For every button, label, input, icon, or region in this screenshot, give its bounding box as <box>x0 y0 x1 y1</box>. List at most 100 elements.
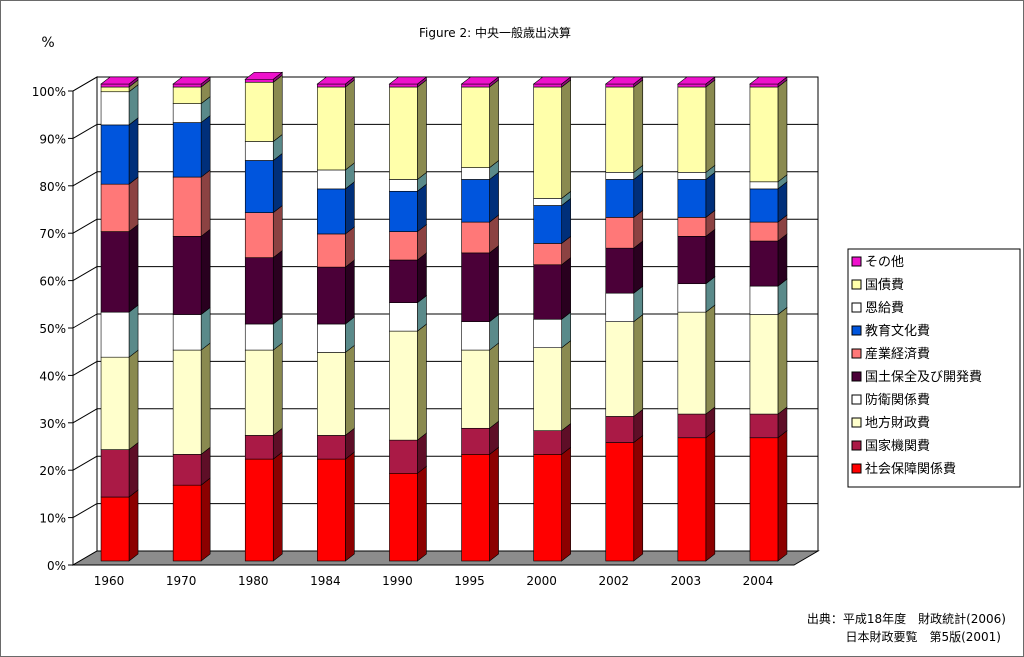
bar-segment <box>100 496 130 562</box>
bar-segment <box>244 435 274 460</box>
bar-cap <box>749 83 779 88</box>
bar-side <box>561 257 571 320</box>
bars <box>100 71 788 562</box>
bar-segment <box>389 179 418 192</box>
bar-segment <box>461 427 490 455</box>
bar-segment <box>605 416 635 443</box>
bar-side <box>345 79 355 171</box>
x-tick-labels: 1960 1970 1980 1984 1990 1995 2000 2002 2003 2004 <box>94 574 773 588</box>
bar-segment <box>605 86 635 173</box>
bar-side <box>705 228 716 285</box>
bar-stack-1990 <box>388 76 428 562</box>
bar-side <box>345 259 355 325</box>
y-tick-label: 80% <box>39 180 66 194</box>
bar-segment <box>461 86 490 168</box>
bar-segment <box>100 449 130 498</box>
bar-side <box>777 430 788 562</box>
bar-segment <box>389 473 418 562</box>
bar-top <box>676 76 716 85</box>
bar-segment <box>605 172 635 180</box>
bar-stack-2004 <box>749 76 788 562</box>
legend-box <box>847 248 1021 488</box>
bar-stack-2002 <box>604 76 644 562</box>
bar-segment <box>533 430 562 455</box>
x-tick-label: 2003 <box>671 574 702 588</box>
bar-segment <box>461 252 490 322</box>
legend-swatch <box>851 302 862 313</box>
legend: その他国債費恩給費教育文化費産業経済費国土保全及び開発費防衛関係費地方財政費国家… <box>847 248 1021 488</box>
bar-side <box>272 342 283 437</box>
bar-side <box>200 342 211 455</box>
bar-segment <box>533 205 562 244</box>
bar-side <box>200 169 211 237</box>
bar-segment <box>605 442 635 562</box>
legend-swatch <box>851 417 862 428</box>
x-tick-label: 1960 <box>94 574 125 588</box>
bar-segment <box>533 454 562 562</box>
bar-segment <box>100 311 130 358</box>
legend-label: 教育文化費 <box>865 323 930 339</box>
bar-segment <box>389 86 418 180</box>
bar-segment <box>749 314 779 415</box>
bar-segment <box>317 233 346 268</box>
bar-segment <box>533 243 562 266</box>
bar-side <box>128 117 139 185</box>
bar-side <box>705 79 716 173</box>
bar-segment <box>317 458 346 562</box>
bar-segment <box>677 217 707 237</box>
bar-segment <box>605 179 635 218</box>
bar-stack-2000 <box>532 76 572 562</box>
legend-swatch <box>851 440 862 451</box>
bar-top <box>316 76 356 85</box>
source-line-1: 出典：平成18年度 財政統計(2006) <box>807 611 1006 626</box>
bar-side <box>489 342 499 429</box>
bar-segment <box>172 103 202 123</box>
bar-segment <box>244 323 274 351</box>
legend-swatch <box>851 279 862 290</box>
bar-segment <box>317 266 346 325</box>
y-tick-label: 70% <box>39 227 66 241</box>
bar-side <box>633 79 644 173</box>
bar-segment <box>677 236 707 285</box>
bar-side <box>705 304 716 415</box>
bar-segment <box>100 124 130 185</box>
bar-segment <box>677 437 707 562</box>
bar-segment <box>244 141 274 161</box>
bar-segment <box>677 413 707 439</box>
legend-label: 国債費 <box>865 278 904 293</box>
bar-segment <box>317 169 346 190</box>
bar-side <box>200 114 211 178</box>
bar-side <box>561 79 571 200</box>
bar-side <box>128 176 139 233</box>
bar-segment <box>172 454 202 486</box>
bar-side <box>272 74 283 143</box>
bar-side <box>128 349 139 451</box>
bar-cap <box>605 83 635 88</box>
bar-segment <box>244 160 274 213</box>
legend-label: 地方財政費 <box>865 415 930 431</box>
bar-top <box>388 76 428 85</box>
bar-side <box>272 152 283 214</box>
y-tick-labels: 0% 10% 20% 30% 40% 50% 60% 70% 80% 90% 100% <box>32 85 66 573</box>
bar-side <box>272 204 283 259</box>
y-axis-label: % <box>41 35 54 51</box>
bar-segment <box>389 259 418 303</box>
gridline-depth <box>72 503 98 519</box>
legend-label: 恩給費 <box>865 301 904 316</box>
bar-segment <box>533 198 562 206</box>
bar-segment <box>317 352 346 436</box>
bar-side <box>417 323 427 441</box>
bar-side <box>128 489 139 562</box>
bar-segment <box>100 86 130 93</box>
bar-side <box>128 223 139 313</box>
bar-side <box>489 79 499 169</box>
y-tick-label: 20% <box>39 464 66 478</box>
bar-segment <box>749 285 779 315</box>
bar-cap <box>317 83 346 88</box>
bar-stack-2003 <box>676 76 716 562</box>
bar-stack-1970 <box>172 76 212 562</box>
bar-segment <box>461 454 490 562</box>
bar-segment <box>749 188 779 223</box>
bar-segment <box>749 181 779 190</box>
